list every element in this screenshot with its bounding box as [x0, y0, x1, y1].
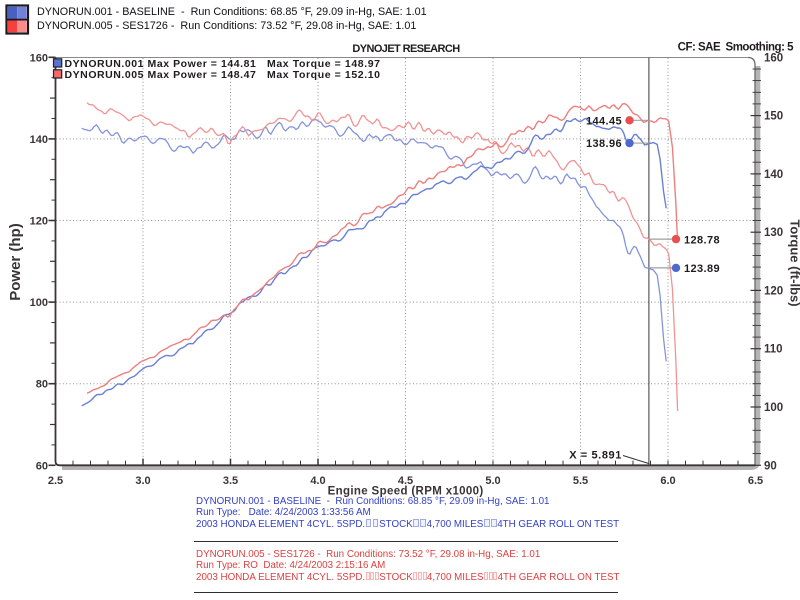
svg-text:Engine Speed (RPM x1000): Engine Speed (RPM x1000) [328, 486, 484, 498]
svg-text:3.5: 3.5 [223, 475, 238, 487]
svg-text:120: 120 [30, 216, 48, 228]
svg-text:144.45: 144.45 [586, 115, 622, 127]
svg-text:120: 120 [764, 285, 783, 297]
svg-text:DYNORUN.005 Max Power = 148.47: DYNORUN.005 Max Power = 148.47 [65, 69, 257, 81]
svg-text:6.0: 6.0 [660, 475, 675, 487]
svg-text:DYNORUN.001 Max Power = 144.81: DYNORUN.001 Max Power = 144.81 [65, 58, 257, 70]
svg-text:3.0: 3.0 [135, 475, 150, 487]
svg-text:6.5: 6.5 [748, 475, 763, 487]
svg-text:4.0: 4.0 [310, 475, 325, 487]
svg-text:X = 5.891: X = 5.891 [569, 450, 622, 462]
svg-text:100: 100 [30, 297, 48, 309]
svg-text:160: 160 [764, 52, 783, 64]
svg-text:130: 130 [764, 227, 783, 239]
svg-text:4.5: 4.5 [398, 475, 413, 487]
svg-text:Power (hp): Power (hp) [7, 223, 24, 301]
svg-text:2.5: 2.5 [48, 475, 63, 487]
svg-text:138.96: 138.96 [586, 138, 622, 150]
svg-text:Max Torque = 152.10: Max Torque = 152.10 [267, 69, 381, 81]
svg-text:5.0: 5.0 [485, 475, 500, 487]
svg-text:Torque (ft-lbs): Torque (ft-lbs) [788, 219, 800, 306]
svg-text:DYNOJET RESEARCH: DYNOJET RESEARCH [352, 43, 460, 55]
svg-text:140: 140 [30, 134, 48, 146]
svg-text:80: 80 [36, 379, 48, 391]
svg-text:160: 160 [30, 52, 48, 64]
svg-text:90: 90 [764, 460, 777, 472]
svg-text:150: 150 [764, 111, 783, 123]
svg-text:60: 60 [36, 460, 48, 472]
svg-text:100: 100 [764, 402, 783, 414]
svg-text:140: 140 [764, 169, 783, 181]
svg-text:CF: SAE Smoothing: 5: CF: SAE Smoothing: 5 [678, 41, 794, 53]
svg-text:5.5: 5.5 [573, 475, 588, 487]
svg-text:123.89: 123.89 [684, 263, 720, 275]
svg-text:110: 110 [764, 344, 783, 356]
svg-text:Max Torque = 148.97: Max Torque = 148.97 [267, 58, 381, 70]
svg-text:128.78: 128.78 [684, 234, 720, 246]
